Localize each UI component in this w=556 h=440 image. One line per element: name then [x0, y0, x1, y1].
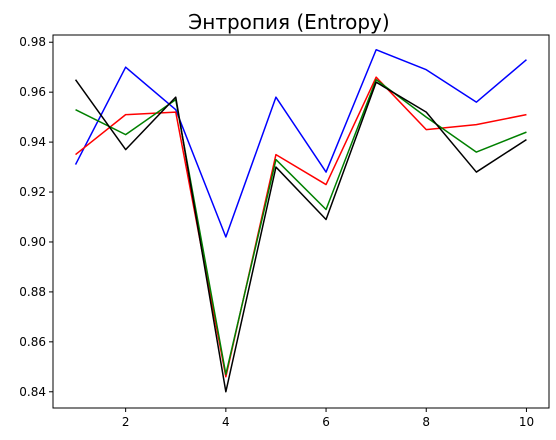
x-axis: 2 4 6 8 10 [122, 408, 534, 429]
y-tick-label: 0.92 [19, 185, 46, 199]
series-line-2 [75, 76, 527, 378]
chart-title: Энтропия (Entropy) [188, 10, 389, 34]
y-tick-label: 0.90 [19, 235, 46, 249]
x-tick-label: 4 [222, 415, 230, 429]
y-tick-label: 0.88 [19, 285, 46, 299]
x-tick-label: 6 [322, 415, 330, 429]
y-axis: 0.84 0.86 0.88 0.90 0.92 0.94 0.96 0.98 [19, 35, 53, 399]
plot-area [52, 34, 550, 409]
y-tick-label: 0.96 [19, 85, 46, 99]
x-tick-label: 2 [122, 415, 130, 429]
y-tick-label: 0.94 [19, 135, 46, 149]
x-tick-label: 8 [422, 415, 430, 429]
x-tick-label: 10 [519, 415, 534, 429]
y-tick-label: 0.84 [19, 385, 46, 399]
series-layer [74, 48, 527, 393]
series-line-1 [74, 48, 527, 238]
series-line-3 [75, 78, 527, 376]
series-line-4 [74, 79, 527, 393]
y-tick-label: 0.86 [19, 335, 46, 349]
y-tick-label: 0.98 [19, 35, 46, 49]
